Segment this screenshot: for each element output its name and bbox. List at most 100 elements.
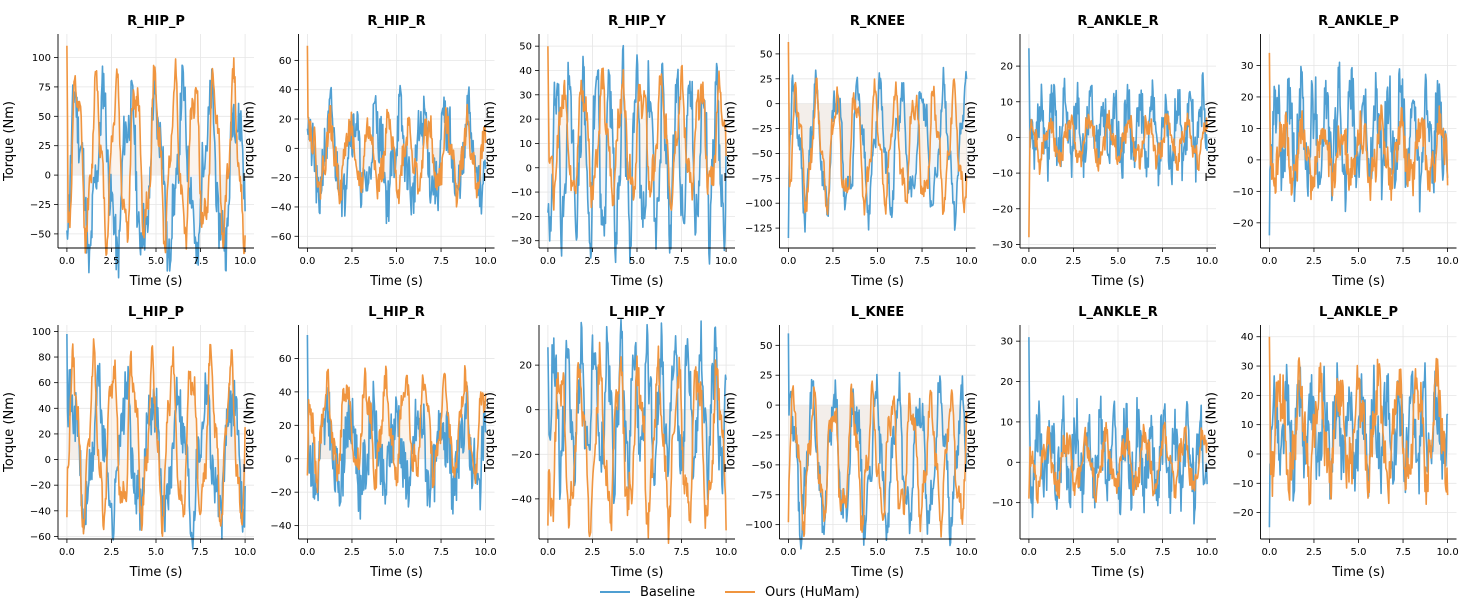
y-tick-label: 80: [38, 353, 51, 364]
y-tick-label: 20: [38, 429, 51, 440]
panel-title: R_KNEE: [850, 14, 905, 29]
y-tick-label: 10: [1000, 97, 1013, 108]
y-axis-label: Torque (Nm): [2, 392, 17, 473]
x-axis-label: Time (s): [610, 565, 664, 580]
x-tick-label: 5.0: [148, 256, 164, 267]
y-axis-label: Torque (Nm): [1205, 392, 1220, 473]
y-tick-label: 0: [526, 405, 532, 416]
x-axis-label: Time (s): [129, 565, 183, 580]
panel-title: L_ANKLE_R: [1078, 305, 1157, 320]
panel-l-ankle-p: 0.0 2.5 5.0 7.5 10.0 −20 −10 0 10 20 30 40 L_ANKLE_P…: [1205, 305, 1459, 580]
y-axis-label: Torque (Nm): [2, 101, 17, 182]
x-tick-label: 5.0: [870, 256, 886, 267]
series-fill-ours: [66, 45, 246, 256]
series-line-ours: [1268, 52, 1449, 201]
y-axis-label: Torque (Nm): [1205, 101, 1220, 182]
y-tick-label: −50: [30, 229, 51, 240]
y-tick-label: 50: [760, 341, 773, 352]
panel-r-ankle-r: 0.0 2.5 5.0 7.5 10.0 −30 −20 −10 0 10 20 R_ANKLE_R T…: [964, 14, 1218, 289]
x-tick-label: 7.5: [1395, 256, 1411, 267]
x-tick-label: 0.0: [540, 547, 556, 558]
series-line-ours: [66, 338, 246, 537]
y-tick-label: 20: [519, 115, 532, 126]
y-tick-label: 30: [519, 90, 532, 101]
y-tick-label: 0: [285, 454, 291, 465]
y-tick-label: −20: [270, 173, 291, 184]
y-tick-label: −100: [745, 520, 772, 531]
x-tick-label: 10.0: [1436, 547, 1458, 558]
y-tick-label: 0: [1247, 155, 1253, 166]
x-tick-label: 7.5: [193, 256, 209, 267]
y-axis-label: Torque (Nm): [964, 392, 979, 473]
series-line-ours: [547, 46, 727, 211]
panel-l-ankle-r: 0.0 2.5 5.0 7.5 10.0 −10 0 10 20 30 L_ANKLE_R Time …: [964, 305, 1218, 580]
x-tick-label: 5.0: [629, 256, 645, 267]
x-tick-label: 7.5: [433, 256, 449, 267]
y-tick-label: −20: [511, 212, 532, 223]
x-tick-label: 2.5: [825, 547, 841, 558]
y-tick-label: 20: [519, 361, 532, 372]
x-tick-label: 10.0: [955, 547, 977, 558]
panel-title: L_ANKLE_P: [1319, 305, 1398, 320]
x-tick-label: 5.0: [1351, 547, 1367, 558]
panel-r-hip-r: 0.0 2.5 5.0 7.5 10.0 −60 −40 −20 0 20 40 60 R_HIP_R T…: [243, 14, 497, 289]
y-tick-label: 25: [760, 74, 773, 85]
y-tick-label: −125: [745, 224, 772, 235]
x-tick-label: 2.5: [585, 256, 601, 267]
panel-r-knee: 0.0 2.5 5.0 7.5 10.0 −125 −100 −75 −50 −25 0 25 50 R_…: [724, 14, 978, 289]
y-tick-label: 20: [1000, 377, 1013, 388]
y-tick-label: 40: [1241, 332, 1254, 343]
y-tick-label: −10: [992, 169, 1013, 180]
y-tick-label: −20: [1232, 508, 1253, 519]
series-fill-baseline: [788, 333, 967, 549]
y-tick-label: 50: [38, 112, 51, 123]
y-tick-label: 60: [279, 354, 292, 365]
series-line-baseline: [306, 334, 487, 520]
y-tick-label: −40: [270, 202, 291, 213]
x-tick-label: 10.0: [715, 256, 737, 267]
x-tick-label: 0.0: [299, 256, 315, 267]
y-tick-label: 20: [1241, 391, 1254, 402]
x-tick-label: 7.5: [1155, 547, 1171, 558]
y-tick-label: 10: [519, 139, 532, 150]
panel-title: R_HIP_R: [367, 14, 425, 29]
x-tick-label: 5.0: [629, 547, 645, 558]
series-line-ours: [306, 45, 487, 208]
x-tick-label: 7.5: [1395, 547, 1411, 558]
x-tick-label: 7.5: [914, 256, 930, 267]
series-line-ours: [306, 365, 487, 494]
y-tick-label: 40: [279, 387, 292, 398]
y-tick-label: 50: [519, 42, 532, 53]
x-tick-label: 7.5: [914, 547, 930, 558]
y-tick-label: 60: [279, 56, 292, 67]
y-axis-label: Torque (Nm): [483, 101, 498, 182]
x-tick-label: 10.0: [1196, 256, 1218, 267]
x-tick-label: 10.0: [474, 547, 496, 558]
x-tick-label: 5.0: [389, 256, 405, 267]
y-tick-label: −10: [1232, 187, 1253, 198]
x-axis-label: Time (s): [850, 565, 904, 580]
y-tick-label: −75: [751, 174, 772, 185]
y-tick-label: −60: [270, 232, 291, 243]
y-axis-label: Torque (Nm): [243, 392, 258, 473]
x-tick-label: 5.0: [148, 547, 164, 558]
x-tick-label: 10.0: [474, 256, 496, 267]
y-tick-label: −50: [751, 460, 772, 471]
y-tick-label: 100: [32, 327, 51, 338]
x-tick-label: 5.0: [870, 547, 886, 558]
panel-title: L_KNEE: [851, 305, 905, 320]
panel-r-hip-p: 0.0 2.5 5.0 7.5 10.0 −50 −25 0 25 50 75 100 R_HIP_P T…: [2, 14, 256, 289]
y-tick-label: 20: [1000, 62, 1013, 73]
x-tick-label: 2.5: [585, 547, 601, 558]
y-tick-label: 75: [38, 82, 51, 93]
y-tick-label: −20: [270, 488, 291, 499]
series-fill-baseline: [307, 335, 486, 519]
series-line-ours: [1268, 336, 1449, 506]
y-tick-label: 0: [1007, 133, 1013, 144]
x-tick-label: 7.5: [674, 547, 690, 558]
x-tick-label: 2.5: [1306, 256, 1322, 267]
x-tick-label: 2.5: [1306, 547, 1322, 558]
x-tick-label: 7.5: [433, 547, 449, 558]
y-tick-label: 0: [285, 144, 291, 155]
x-tick-label: 0.0: [780, 547, 796, 558]
